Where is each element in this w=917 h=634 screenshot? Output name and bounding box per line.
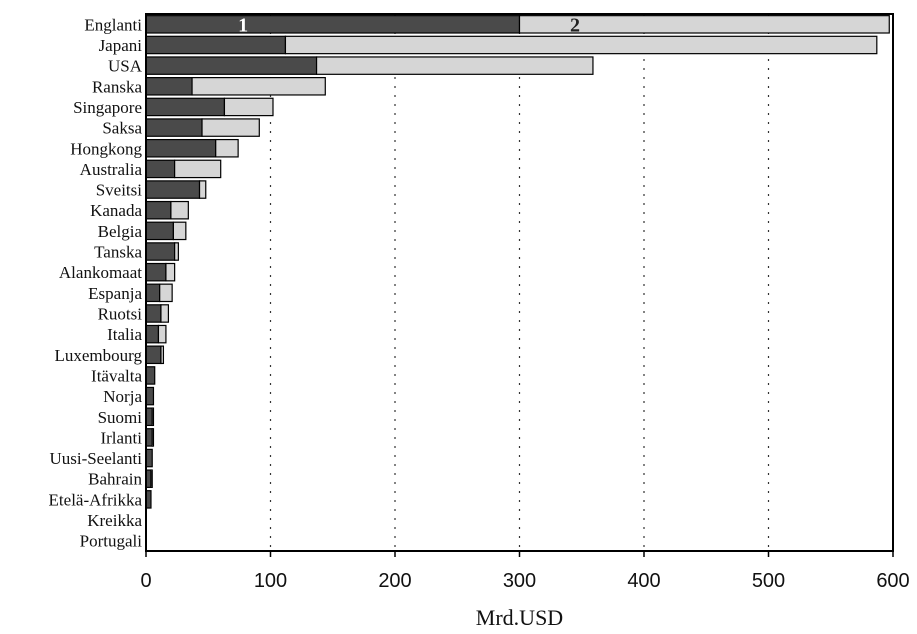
plot-frame [145, 13, 894, 552]
category-label: Uusi-Seelanti [49, 449, 142, 468]
series-label-2: 2 [570, 14, 580, 36]
category-label: Ranska [92, 77, 143, 96]
bar-segment-2 [174, 159, 222, 179]
bar-segment-1 [145, 97, 226, 117]
bar-segment-1 [145, 180, 201, 199]
bar-segment-2 [160, 304, 170, 323]
category-label: Australia [80, 160, 143, 179]
category-label: Ruotsi [98, 304, 143, 323]
category-label: Englanti [84, 15, 142, 34]
bar-segment-2 [201, 118, 260, 137]
bar-segment-2 [170, 200, 189, 220]
category-label: Alankomaat [59, 263, 142, 282]
x-tick-label: 100 [254, 570, 287, 592]
category-label: Italia [107, 325, 142, 344]
bar-segment-1 [145, 386, 155, 406]
bar-segment-2 [151, 407, 155, 427]
x-axis-title: Mrd.USD [476, 605, 563, 630]
category-label: Espanja [88, 284, 142, 303]
x-tick-label: 300 [503, 570, 536, 592]
bar-segment-2 [157, 324, 167, 344]
bar-segment-2 [174, 242, 179, 261]
category-label: Kreikka [87, 511, 142, 530]
category-label: Portugali [80, 532, 143, 551]
category-label: Hongkong [70, 139, 142, 158]
x-tick-label: 500 [752, 570, 785, 592]
x-tick-label: 0 [140, 570, 151, 592]
category-label: USA [108, 57, 143, 76]
grid-lines [269, 14, 770, 551]
x-tick-label: 200 [378, 570, 411, 592]
bar-segment-2 [223, 97, 274, 117]
bar-segment-1 [145, 283, 161, 303]
bar-segment-2 [518, 15, 890, 34]
x-tick-label: 400 [627, 570, 660, 592]
bar-segment-1 [145, 35, 287, 55]
bar-segment-2 [159, 283, 173, 303]
bar-segment-1 [145, 200, 172, 220]
category-label: Sveitsi [96, 181, 143, 200]
bar-segment-2 [165, 262, 176, 282]
bar-segment-1 [145, 221, 174, 241]
category-label: Belgia [98, 222, 143, 241]
bar-segment-1 [145, 304, 162, 323]
category-label: Bahrain [88, 470, 142, 489]
bar-segment-1 [145, 118, 203, 137]
series-label-1: 1 [238, 14, 248, 36]
x-tick-label: 600 [876, 570, 909, 592]
bar-segment-1 [145, 15, 521, 34]
category-label: Norja [103, 387, 142, 406]
bar-segment-2 [284, 35, 878, 55]
bar-segment-2 [151, 428, 155, 447]
bar-segment-1 [145, 159, 176, 179]
bar-segment-2 [215, 138, 239, 158]
category-label: Singapore [73, 98, 142, 117]
bar-segment-1 [145, 56, 318, 75]
category-label: Suomi [98, 408, 143, 427]
bar-segment-2 [191, 77, 326, 96]
bar-segment-1 [145, 77, 193, 96]
bar-segment-1 [145, 138, 217, 158]
x-tick-labels: 0 100 200 300 400 500 600 [140, 551, 910, 592]
bar-segment-1 [145, 242, 176, 261]
category-label: Luxembourg [54, 346, 142, 365]
category-label: Saksa [102, 119, 142, 138]
bar-segment-1 [145, 324, 160, 344]
category-label: Tanska [94, 243, 142, 262]
bar-segment-1 [145, 262, 167, 282]
category-label: Itävalta [91, 366, 142, 385]
bar-segment-1 [145, 366, 156, 385]
bar-segment-2 [172, 221, 187, 241]
category-label: Irlanti [100, 428, 142, 447]
bar-segment-2 [160, 345, 165, 365]
category-label: Japani [99, 36, 143, 55]
category-label: Kanada [90, 201, 142, 220]
bar-segment-2 [150, 469, 153, 488]
bar-segment-1 [145, 345, 162, 365]
bar-segment-2 [198, 180, 207, 199]
category-label: Etelä-Afrikka [49, 490, 143, 509]
bar-segment-2 [315, 56, 594, 75]
